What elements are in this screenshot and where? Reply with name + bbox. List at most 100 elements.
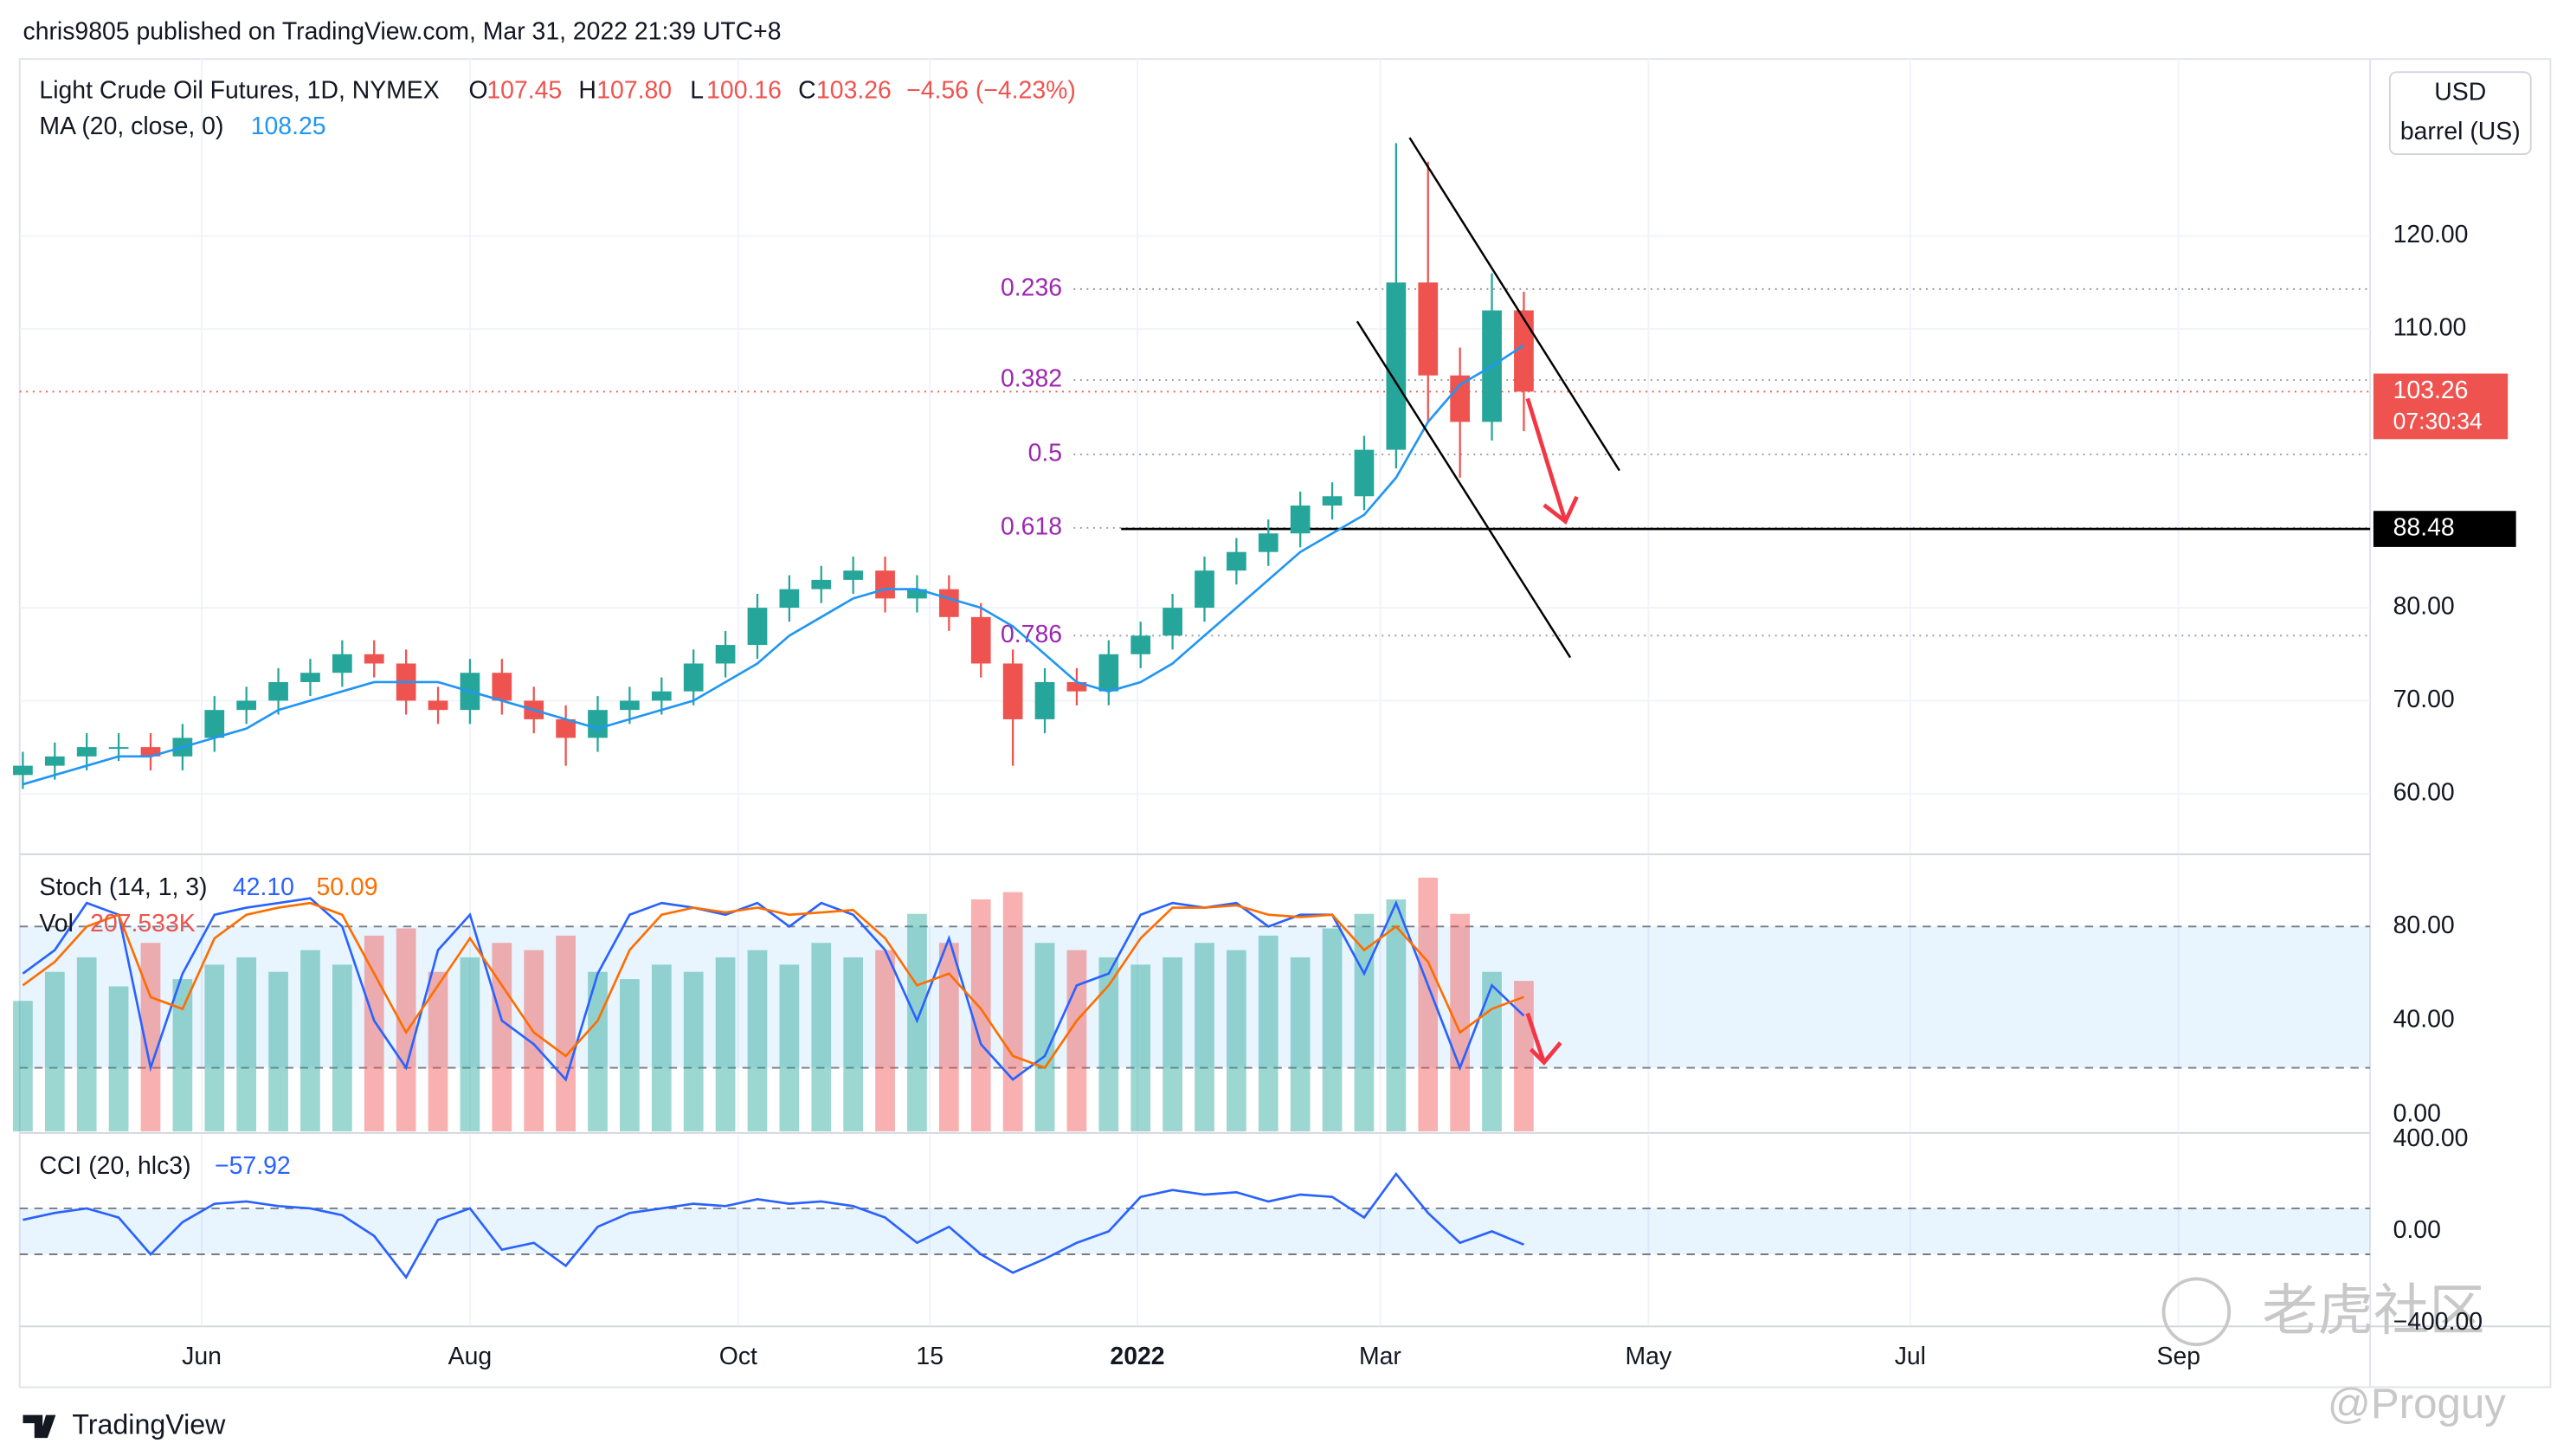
volume-bar — [172, 979, 193, 1131]
candle-body — [268, 681, 288, 701]
candle-body — [556, 718, 576, 738]
volume-bar — [970, 899, 991, 1131]
candle-body — [1195, 570, 1214, 609]
candle-body — [1386, 282, 1407, 450]
vol-value: 207.533K — [90, 910, 196, 937]
volume-bar — [1130, 964, 1151, 1131]
candle-body — [236, 700, 257, 711]
volume-bar — [300, 950, 320, 1131]
candle-body — [1227, 551, 1246, 571]
volume-bar — [1450, 913, 1471, 1131]
volume-bar — [1290, 957, 1311, 1131]
candle-body — [1354, 449, 1375, 497]
candle-body — [1002, 663, 1023, 719]
volume-bar — [396, 928, 416, 1131]
volume-bar — [1002, 892, 1023, 1131]
unit[interactable]: barrel (US) — [2400, 118, 2521, 145]
ohlc-value: 103.26 — [816, 77, 892, 105]
volume-bar — [460, 957, 480, 1131]
stoch-line — [22, 901, 1524, 1070]
volume-bar — [843, 957, 864, 1131]
last-price-label: 103.26 — [2393, 377, 2469, 404]
stoch-k-value: 42.10 — [233, 873, 294, 901]
y-tick-label: 0.00 — [2393, 1216, 2441, 1244]
volume-bar — [1322, 928, 1343, 1131]
candle-body — [1450, 375, 1471, 422]
candle-body — [1290, 506, 1311, 534]
ohlc-value: 107.80 — [596, 77, 672, 105]
countdown: 07:30:34 — [2393, 408, 2483, 434]
volume-bar — [1482, 971, 1502, 1131]
candle-body — [875, 570, 895, 599]
level-tag — [2373, 511, 2516, 547]
volume-bar — [268, 971, 288, 1131]
volume-bar — [747, 950, 768, 1131]
fib-label: 0.382 — [1001, 365, 1062, 393]
currency[interactable]: USD — [2434, 78, 2486, 106]
logo-text: TradingView — [72, 1408, 226, 1440]
volume-bar — [875, 950, 895, 1131]
x-tick-label: May — [1626, 1343, 1672, 1370]
y-tick-label: 80.00 — [2393, 912, 2455, 939]
candle-body — [364, 654, 384, 664]
y-tick-label: 120.00 — [2393, 221, 2469, 248]
volume-bar — [236, 957, 257, 1131]
volume-bar — [13, 1001, 33, 1131]
candle-body — [428, 700, 448, 711]
watermark-icon — [2161, 1277, 2232, 1347]
ma-title: MA (20, close, 0) — [39, 113, 223, 140]
y-tick-label: −400.00 — [2393, 1308, 2483, 1336]
volume-bar — [1386, 899, 1407, 1131]
unit-box[interactable] — [2388, 71, 2532, 155]
fib-label: 0.5 — [1028, 439, 1062, 467]
volume-bar — [1514, 981, 1534, 1131]
volume-bar — [1227, 950, 1246, 1131]
volume-bar — [524, 950, 544, 1131]
candle-body — [140, 747, 161, 757]
vol-title: Vol — [39, 910, 73, 937]
volume-bar — [938, 943, 959, 1131]
volume-bar — [715, 957, 736, 1131]
volume-bar — [1163, 957, 1182, 1131]
candle-body — [108, 747, 129, 750]
candle-body — [938, 589, 959, 617]
fib-label: 0.236 — [1001, 274, 1062, 301]
candle-body — [1034, 681, 1055, 719]
volume-bar — [1258, 935, 1278, 1131]
candle-body — [332, 654, 352, 673]
volume-bar — [204, 964, 225, 1131]
ma-value: 108.25 — [251, 113, 326, 140]
candle-body — [843, 570, 864, 580]
chart-frame — [18, 58, 2552, 1388]
volume-bar — [428, 971, 448, 1131]
publisher: chris9805 published on TradingView.com, … — [23, 17, 782, 45]
candle-body — [13, 765, 33, 776]
y-tick-label: 0.00 — [2393, 1099, 2441, 1127]
candle-body — [907, 589, 927, 599]
arrow — [1525, 397, 1579, 525]
arrow — [1525, 1012, 1562, 1066]
cci-title: CCI (20, hlc3) — [39, 1152, 190, 1180]
y-tick-label: 40.00 — [2393, 1006, 2455, 1034]
stoch-title: Stoch (14, 1, 3) — [39, 873, 207, 901]
volume-bar — [44, 971, 65, 1131]
y-tick-label: 80.00 — [2393, 593, 2455, 621]
x-tick-label: 15 — [916, 1343, 944, 1370]
volume-bar — [108, 986, 129, 1131]
ohlc-value: 107.45 — [486, 77, 562, 105]
candle-body — [1066, 681, 1087, 692]
candle-body — [779, 589, 800, 609]
volume-bar — [364, 935, 384, 1131]
stoch-line — [22, 897, 1525, 1082]
y-tick-label: 400.00 — [2393, 1124, 2469, 1152]
ohlc-key: C — [798, 77, 816, 105]
candle-body — [1514, 310, 1534, 392]
volume-bar — [1195, 943, 1214, 1131]
x-tick-label: Sep — [2157, 1343, 2201, 1370]
volume-bar — [1034, 943, 1055, 1131]
logo-icon — [23, 1414, 56, 1439]
candle-body — [1258, 533, 1278, 552]
candle-body — [715, 645, 736, 664]
candle-body — [1098, 654, 1119, 692]
